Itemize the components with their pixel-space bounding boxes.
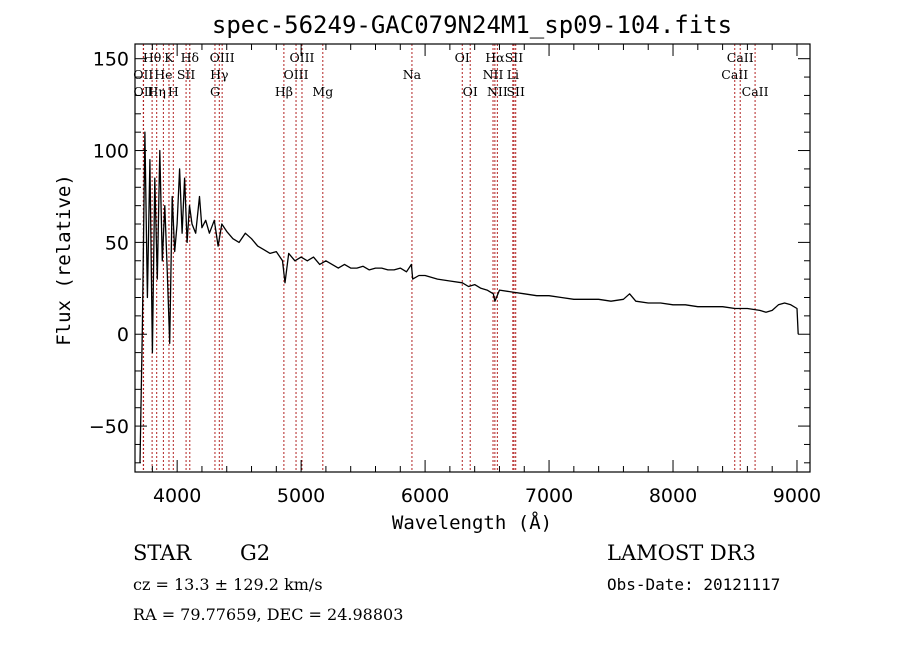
x-tick-label: 7000 — [525, 485, 573, 507]
chart-title: spec-56249-GAC079N24M1_sp09-104.fits — [212, 11, 732, 39]
spectral-line-label: CaII — [742, 84, 769, 99]
spectral-line-label: SII — [506, 84, 525, 99]
y-axis: −50 0 50 100 150 — [89, 49, 810, 464]
y-tick-label: 50 — [105, 232, 129, 254]
spectral-line-label: SII — [505, 50, 524, 65]
spectral-line-label: Hη — [147, 84, 165, 99]
spectral-line-label: Li — [507, 67, 519, 82]
spectral-line-label: OIII — [289, 50, 314, 65]
spectral-line-label: OIII — [284, 67, 309, 82]
survey-label: LAMOST DR3 — [607, 541, 756, 565]
obs-date: Obs-Date: 20121117 — [607, 575, 780, 594]
object-class: STAR — [133, 541, 192, 565]
spectral-line-label: OI — [455, 50, 470, 65]
x-tick-label: 9000 — [773, 485, 821, 507]
spectrum-series — [139, 131, 799, 463]
subclass: G2 — [240, 541, 270, 565]
x-axis: 4000 5000 6000 7000 8000 9000 — [151, 44, 821, 507]
y-tick-label: 100 — [93, 141, 129, 163]
spectral-line-label: SII — [177, 67, 196, 82]
spectral-line-label: NII — [487, 84, 508, 99]
spectral-line-label: Hβ — [275, 84, 293, 99]
x-tick-label: 6000 — [401, 485, 449, 507]
spectral-line-label: Hδ — [181, 50, 199, 65]
spectral-line-label: H — [168, 84, 179, 99]
x-tick-label: 8000 — [649, 485, 697, 507]
spectral-line-label: Na — [403, 67, 422, 82]
spectral-line-label: Hγ — [210, 67, 228, 82]
spectral-line-label: OI — [463, 84, 478, 99]
y-axis-label: Flux (relative) — [53, 174, 75, 346]
spectral-line-label: Hθ — [143, 50, 161, 65]
spectral-line-label: OIII — [210, 50, 235, 65]
y-tick-label: −50 — [89, 416, 129, 438]
y-tick-label: 150 — [93, 49, 129, 71]
spectral-line-markers — [142, 44, 756, 472]
spectral-line-label: He — [154, 67, 172, 82]
spectral-line-label: Hα — [485, 50, 505, 65]
x-tick-label: 4000 — [153, 485, 201, 507]
spectrum-line — [139, 131, 799, 463]
spectral-line-label: NII — [483, 67, 504, 82]
plot-frame — [134, 43, 811, 473]
x-tick-label: 5000 — [277, 485, 325, 507]
spectral-line-label: CaII — [727, 50, 754, 65]
coordinates-readout: RA = 79.77659, DEC = 24.98803 — [133, 605, 403, 624]
y-tick-label: 0 — [117, 324, 129, 346]
redshift-readout: cz = 13.3 ± 129.2 km/s — [133, 575, 323, 594]
spectral-line-label: Mg — [312, 84, 333, 99]
spectral-line-label: CaII — [721, 67, 748, 82]
x-axis-label: Wavelength (Å) — [392, 511, 552, 534]
spectral-line-label: G — [210, 84, 220, 99]
spectral-line-label: OII — [133, 67, 153, 82]
spectral-line-label: K — [164, 50, 174, 65]
